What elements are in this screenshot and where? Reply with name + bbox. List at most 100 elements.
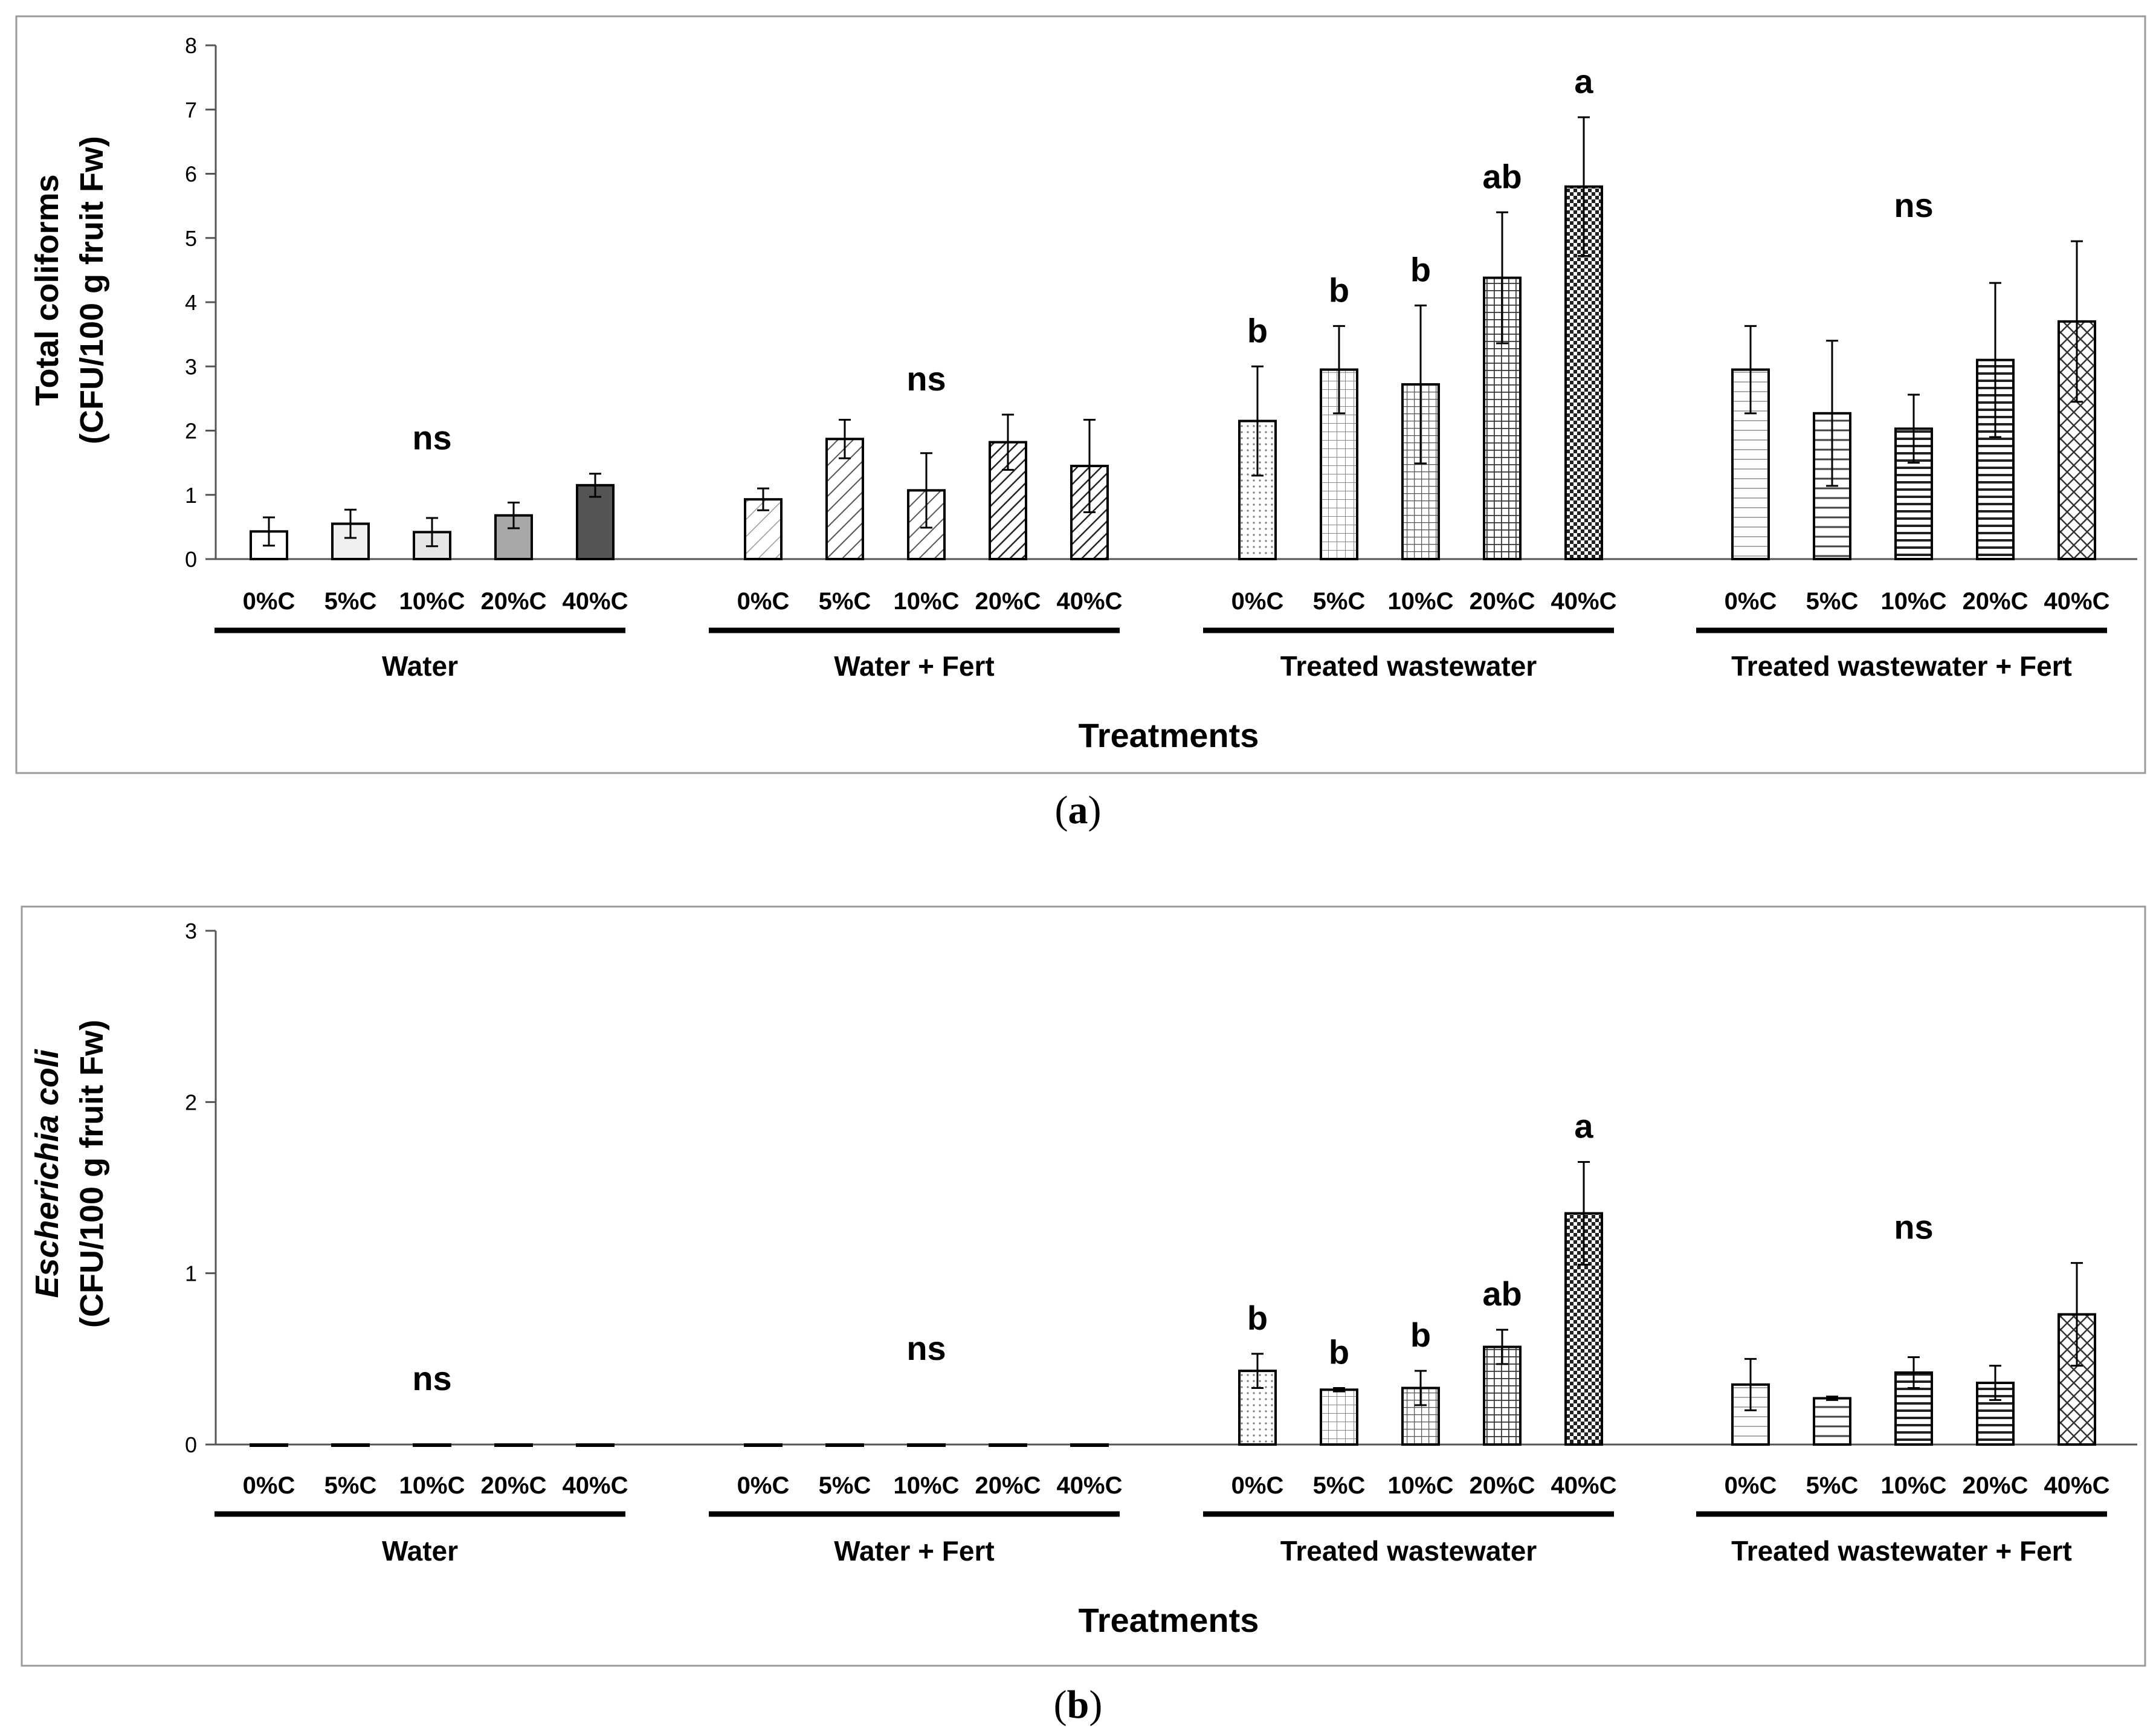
category-label: 0%C xyxy=(1725,588,1777,615)
bar xyxy=(331,1443,370,1447)
category-label: 10%C xyxy=(399,1472,465,1499)
category-label: 20%C xyxy=(1470,1472,1535,1499)
category-label: 40%C xyxy=(1551,588,1617,615)
bar xyxy=(494,1443,533,1447)
category-label: 20%C xyxy=(1963,1472,2029,1499)
y-tick-label: 2 xyxy=(185,419,197,444)
category-label: 5%C xyxy=(324,1472,377,1499)
y-tick-label: 8 xyxy=(185,33,197,58)
caption-a-letter: a xyxy=(1068,788,1088,832)
significance-label: b xyxy=(1329,271,1349,309)
category-label: 5%C xyxy=(819,1472,871,1499)
category-label: 10%C xyxy=(894,588,960,615)
category-label: 5%C xyxy=(819,588,871,615)
bar xyxy=(1070,1443,1109,1447)
group-label: Treated wastewater + Fert xyxy=(1731,650,2072,682)
bar xyxy=(1564,1212,1603,1446)
group-label: Treated wastewater xyxy=(1280,650,1537,682)
category-label: 40%C xyxy=(563,1472,628,1499)
significance-label: ns xyxy=(906,360,946,398)
category-label: 0%C xyxy=(1231,1472,1284,1499)
x-axis-label: Treatments xyxy=(1079,716,1259,754)
bar xyxy=(413,1443,451,1447)
panel-a-frame xyxy=(15,15,2146,774)
significance-label: b xyxy=(1329,1333,1349,1371)
category-label: 5%C xyxy=(1313,1472,1366,1499)
y-axis-label-line1: Escherichia coli xyxy=(29,1049,65,1298)
bar xyxy=(250,1443,288,1447)
significance-label: b xyxy=(1410,1316,1431,1354)
category-label: 5%C xyxy=(1806,588,1859,615)
bar xyxy=(825,1443,864,1447)
category-label: 10%C xyxy=(1881,1472,1947,1499)
caption-b-letter: b xyxy=(1067,1683,1089,1727)
category-label: 20%C xyxy=(975,1472,1041,1499)
category-label: 20%C xyxy=(481,1472,547,1499)
significance-label: ns xyxy=(1894,186,1933,224)
significance-label: ab xyxy=(1482,1275,1522,1313)
category-label: 10%C xyxy=(1881,588,1947,615)
category-label: 10%C xyxy=(1388,1472,1454,1499)
y-tick-label: 6 xyxy=(185,162,197,187)
group-label: Treated wastewater xyxy=(1280,1535,1537,1567)
y-tick-label: 1 xyxy=(185,483,197,508)
category-label: 0%C xyxy=(737,588,790,615)
y-axis-label-line2: (CFU/100 g fruit Fw) xyxy=(74,136,110,444)
group-label: Treated wastewater + Fert xyxy=(1731,1535,2072,1567)
bar xyxy=(1976,1382,2015,1446)
category-label: 0%C xyxy=(737,1472,790,1499)
bar xyxy=(1813,1397,1851,1446)
category-label: 0%C xyxy=(1725,1472,1777,1499)
bar xyxy=(744,1443,783,1447)
x-axis-label: Treatments xyxy=(1079,1601,1259,1639)
category-label: 40%C xyxy=(1057,588,1123,615)
y-tick-label: 0 xyxy=(185,1432,197,1457)
significance-label: ns xyxy=(412,1359,451,1397)
category-label: 40%C xyxy=(1551,1472,1617,1499)
category-label: 10%C xyxy=(399,588,465,615)
group-label: Water + Fert xyxy=(834,650,994,682)
y-axis-label-line2: (CFU/100 g fruit Fw) xyxy=(74,1020,110,1328)
bar xyxy=(825,438,864,560)
category-label: 20%C xyxy=(975,588,1041,615)
panel-b-chart: 0 1 2 3 Escherichia coli (CFU/100 g fruit Fw)… xyxy=(29,919,2137,1639)
category-label: 0%C xyxy=(1231,588,1284,615)
category-label: 5%C xyxy=(324,588,377,615)
caption-a: (a) xyxy=(1055,788,1102,832)
category-label: 5%C xyxy=(1313,588,1366,615)
bar xyxy=(1483,1345,1522,1446)
y-tick-label: 5 xyxy=(185,226,197,251)
category-label: 40%C xyxy=(1057,1472,1123,1499)
category-label: 10%C xyxy=(894,1472,960,1499)
category-label: 0%C xyxy=(243,1472,295,1499)
y-tick-label: 0 xyxy=(185,547,197,572)
y-tick-label: 1 xyxy=(185,1261,197,1286)
category-label: 40%C xyxy=(2044,588,2110,615)
significance-label: ns xyxy=(906,1329,946,1367)
bar xyxy=(576,1443,615,1447)
significance-label: a xyxy=(1574,62,1593,100)
category-label: 0%C xyxy=(243,588,295,615)
significance-label: b xyxy=(1247,1299,1268,1337)
panel-a-chart: 0 1 2 3 4 5 6 7 8 Total coliforms (CFU/100 g fruit… xyxy=(29,33,2137,754)
group-label: Water xyxy=(382,650,458,682)
y-tick-label: 4 xyxy=(185,290,197,315)
category-label: 20%C xyxy=(1470,588,1535,615)
y-tick-label: 7 xyxy=(185,97,197,122)
significance-label: ab xyxy=(1482,157,1522,195)
bar xyxy=(907,1443,946,1447)
category-label: 5%C xyxy=(1806,1472,1859,1499)
significance-label: ns xyxy=(1894,1208,1933,1246)
y-axis-label-line1: Total coliforms xyxy=(29,174,65,406)
bar xyxy=(989,1443,1027,1447)
y-tick-label: 3 xyxy=(185,919,197,943)
bar xyxy=(1320,1388,1358,1446)
group-label: Water + Fert xyxy=(834,1535,994,1567)
significance-label: b xyxy=(1247,311,1268,349)
category-label: 20%C xyxy=(1963,588,2029,615)
caption-b: (b) xyxy=(1054,1683,1103,1727)
category-label: 40%C xyxy=(2044,1472,2110,1499)
y-tick-label: 2 xyxy=(185,1090,197,1115)
significance-label: a xyxy=(1574,1107,1593,1145)
